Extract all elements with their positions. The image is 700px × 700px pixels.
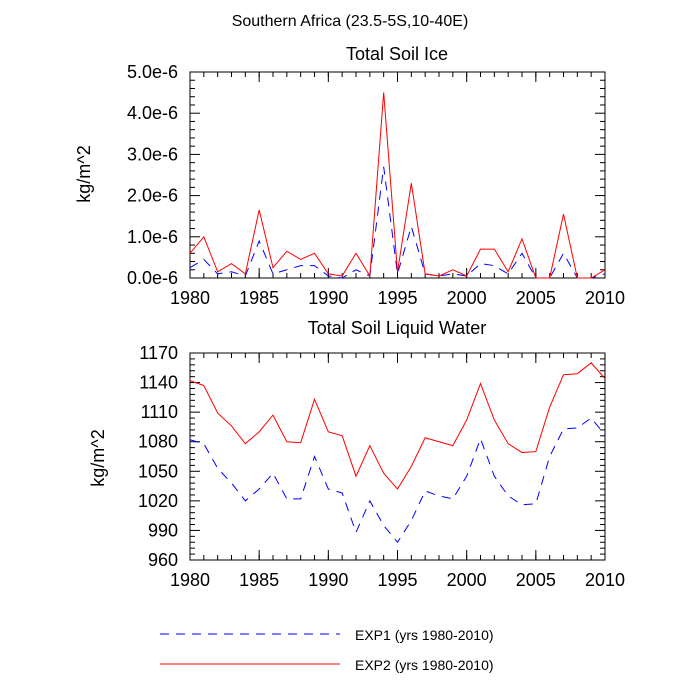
y-tick-label: 990 (148, 520, 178, 540)
y-tick-label: 5.0e-6 (127, 62, 178, 82)
y-axis-label-soil-ice: kg/m^2 (74, 145, 94, 202)
x-tick-label: 1985 (239, 288, 279, 308)
series-line-exp2-soil-liquid-water (189, 362, 606, 490)
x-tick-label: 2000 (447, 288, 487, 308)
series-line-exp1-soil-ice (189, 166, 606, 279)
x-tick-label: 2000 (447, 570, 487, 590)
x-tick-label: 1995 (377, 570, 417, 590)
x-tick-label: 2005 (516, 288, 556, 308)
x-tick-label: 1990 (308, 288, 348, 308)
x-tick-label: 2010 (585, 288, 625, 308)
y-axis-label-soil-liquid-water: kg/m^2 (88, 429, 108, 486)
y-tick-label: 2.0e-6 (127, 186, 178, 206)
x-tick-label: 1990 (308, 570, 348, 590)
y-tick-label: 1020 (138, 491, 178, 511)
x-tick-label: 1985 (239, 570, 279, 590)
series-line-exp2-soil-ice (189, 92, 606, 279)
panel-title-soil-liquid-water: Total Soil Liquid Water (308, 318, 486, 338)
series-line-exp1-soil-liquid-water (189, 417, 606, 544)
y-tick-label: 3.0e-6 (127, 144, 178, 164)
legend: EXP1 (yrs 1980-2010) EXP2 (yrs 1980-2010… (160, 627, 494, 673)
plot-frame-soil-liquid-water (189, 352, 606, 561)
y-tick-label: 4.0e-6 (127, 103, 178, 123)
y-tick-label: 960 (148, 550, 178, 570)
y-tick-label: 1110 (141, 402, 178, 422)
y-tick-label: 0.0e-6 (127, 268, 178, 288)
x-tick-label: 2010 (585, 570, 625, 590)
panel-total-soil-liquid-water: Total Soil Liquid Water kg/m^2 1980 1985 1… (88, 318, 625, 590)
plot-frame-soil-ice (189, 71, 606, 279)
figure-title: Southern Africa (23.5-5S,10-40E) (232, 13, 469, 30)
x-tick-label: 1980 (170, 570, 210, 590)
y-tick-label: 1080 (138, 432, 178, 452)
y-tick-label: 1050 (138, 461, 178, 481)
panel-total-soil-ice: Total Soil Ice kg/m^2 1980 1985 1990 1995 20… (74, 44, 625, 308)
panel-title-soil-ice: Total Soil Ice (346, 44, 448, 64)
x-tick-label: 1995 (377, 288, 417, 308)
y-tick-label: 1170 (139, 343, 178, 363)
x-tick-label: 1980 (170, 288, 210, 308)
y-tick-label: 1.0e-6 (127, 227, 178, 247)
legend-label-exp1: EXP1 (yrs 1980-2010) (355, 627, 494, 643)
x-tick-label: 2005 (516, 570, 556, 590)
y-tick-label: 1140 (139, 373, 178, 393)
legend-label-exp2: EXP2 (yrs 1980-2010) (355, 657, 494, 673)
